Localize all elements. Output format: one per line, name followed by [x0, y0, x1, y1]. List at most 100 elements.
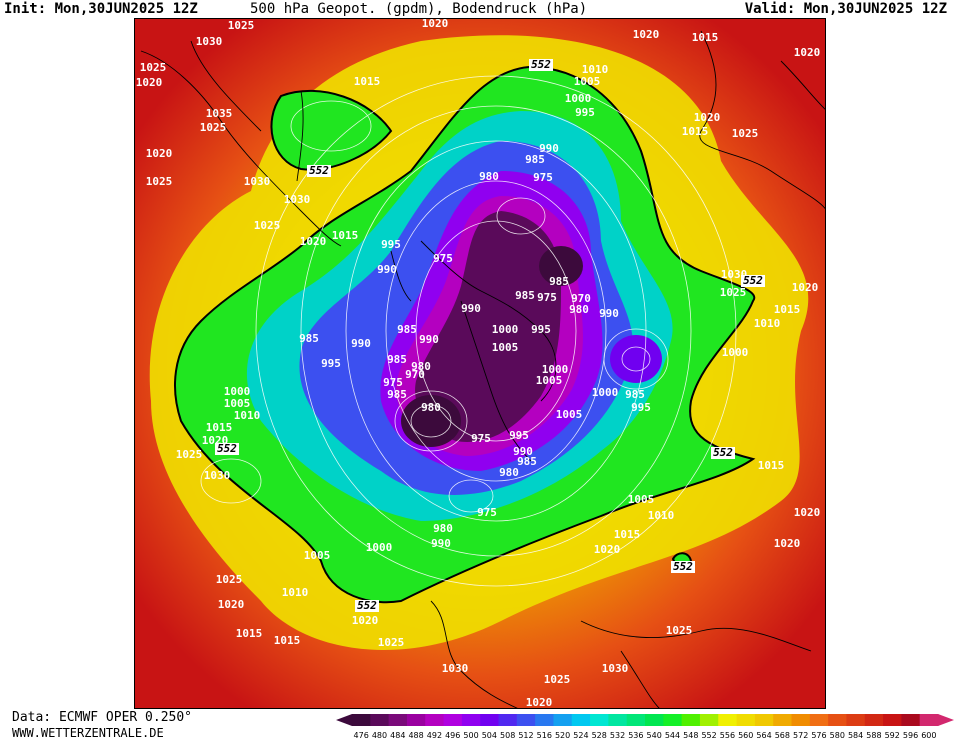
legend-tick-label: 524	[573, 731, 588, 740]
legend-swatch	[809, 714, 829, 726]
legend-swatch	[626, 714, 646, 726]
pressure-label: 1025	[378, 636, 405, 649]
contour-label-bg	[741, 275, 765, 287]
pressure-label: 980	[569, 303, 589, 316]
data-source-label: Data: ECMWF OPER 0.250°	[12, 710, 193, 725]
pressure-label: 1020	[218, 598, 245, 611]
pressure-label: 1030	[244, 175, 271, 188]
pressure-label: 995	[575, 106, 595, 119]
legend-swatch	[754, 714, 774, 726]
legend-tick-label: 580	[830, 731, 845, 740]
legend-swatch	[480, 714, 499, 726]
isobars	[200, 75, 737, 587]
contour-label-bg	[215, 443, 239, 455]
legend-tick-label: 528	[592, 731, 607, 740]
pressure-label: 1020	[594, 543, 621, 556]
pressure-label: 1000	[366, 541, 393, 554]
pressure-label: 1020	[146, 147, 173, 160]
pressure-label: 1025	[216, 573, 243, 586]
pressure-label: 995	[381, 238, 401, 251]
legend-tick-label: 488	[408, 731, 423, 740]
pressure-label: 980	[479, 170, 499, 183]
legend-arrow-high	[938, 714, 954, 726]
pressure-label: 1020	[352, 614, 379, 627]
legend-swatch	[498, 714, 518, 726]
pressure-label: 1010	[754, 317, 781, 330]
pressure-label: 1005	[536, 374, 563, 387]
pressure-label: 1000	[542, 363, 569, 376]
legend-tick-label: 592	[885, 731, 900, 740]
pressure-label: 975	[471, 432, 491, 445]
pressure-label: 985	[397, 323, 417, 336]
contour-552-labels: 552 552 552 552 552 552 552	[215, 58, 765, 612]
contour-552-label: 552	[673, 560, 693, 573]
legend-tick-label: 536	[628, 731, 643, 740]
legend-swatch	[443, 714, 463, 726]
legend-swatch	[663, 714, 683, 726]
legend-tick-label: 504	[482, 731, 497, 740]
pressure-label: 1010	[582, 63, 609, 76]
coastlines	[140, 30, 825, 708]
pressure-label: 1010	[648, 509, 675, 522]
contour-label-bg	[671, 561, 695, 573]
pressure-label: 1000	[492, 323, 519, 336]
legend-tick-label: 568	[775, 731, 790, 740]
pressure-label: 975	[533, 171, 553, 184]
pressure-label: 985	[387, 353, 407, 366]
pressure-label: 1020	[792, 281, 819, 294]
pressure-label: 1005	[224, 397, 251, 410]
contour-552-label: 552	[357, 599, 377, 612]
contour-552-label: 552	[309, 164, 329, 177]
pressure-label: 1010	[234, 409, 261, 422]
legend-tick-label: 588	[866, 731, 881, 740]
pressure-label: 995	[631, 401, 651, 414]
pressure-label: 1035	[206, 107, 233, 120]
legend-tick-label: 544	[665, 731, 680, 740]
pressure-label: 1030	[721, 268, 748, 281]
contour-label-bg	[355, 600, 379, 612]
legend-tick-label: 500	[463, 731, 478, 740]
pressure-label: 995	[531, 323, 551, 336]
pressure-label: 1020	[136, 76, 163, 89]
legend-tick-label: 556	[720, 731, 735, 740]
legend-swatch	[773, 714, 792, 726]
pressure-label: 1000	[224, 385, 251, 398]
pressure-label: 1025	[176, 448, 203, 461]
contour-552-label: 552	[713, 446, 733, 459]
pressure-label: 985	[549, 275, 569, 288]
weather-map: 1025 1020 1030 1025 1020 1015 1035 1025 1020 1025…	[134, 18, 826, 709]
legend-swatch	[791, 714, 811, 726]
pressure-label: 990	[539, 142, 559, 155]
pressure-label: 1020	[694, 111, 721, 124]
legend-tick-label: 600	[921, 731, 936, 740]
pressure-label: 985	[517, 455, 537, 468]
legend-tick-label: 540	[647, 731, 662, 740]
pressure-label: 990	[431, 537, 451, 550]
legend-swatch	[919, 714, 939, 726]
legend-tick-label: 532	[610, 731, 625, 740]
pressure-label: 980	[499, 466, 519, 479]
low-center-east	[610, 335, 662, 383]
pressure-label: 1020	[300, 235, 327, 248]
init-time-label: Init: Mon,30JUN2025 12Z	[4, 1, 198, 17]
legend-swatch	[901, 714, 921, 726]
pressure-label: 1015	[774, 303, 801, 316]
legend-swatch	[699, 714, 719, 726]
legend-tick-label: 552	[701, 731, 716, 740]
legend-swatch	[608, 714, 628, 726]
legend-swatch	[828, 714, 847, 726]
pressure-label: 990	[351, 337, 371, 350]
valid-time-label: Valid: Mon,30JUN2025 12Z	[744, 1, 947, 17]
pressure-label: 1015	[692, 31, 719, 44]
legend-tick-label: 548	[683, 731, 698, 740]
pressure-label: 1030	[284, 193, 311, 206]
legend-swatch	[553, 714, 573, 726]
pressure-label: 1005	[628, 493, 655, 506]
legend-tick-label: 596	[903, 731, 918, 740]
legend-swatch	[718, 714, 738, 726]
contour-label-bg	[711, 447, 735, 459]
legend-swatch	[571, 714, 591, 726]
pressure-label: 1025	[254, 219, 281, 232]
pressure-label: 1015	[206, 421, 233, 434]
